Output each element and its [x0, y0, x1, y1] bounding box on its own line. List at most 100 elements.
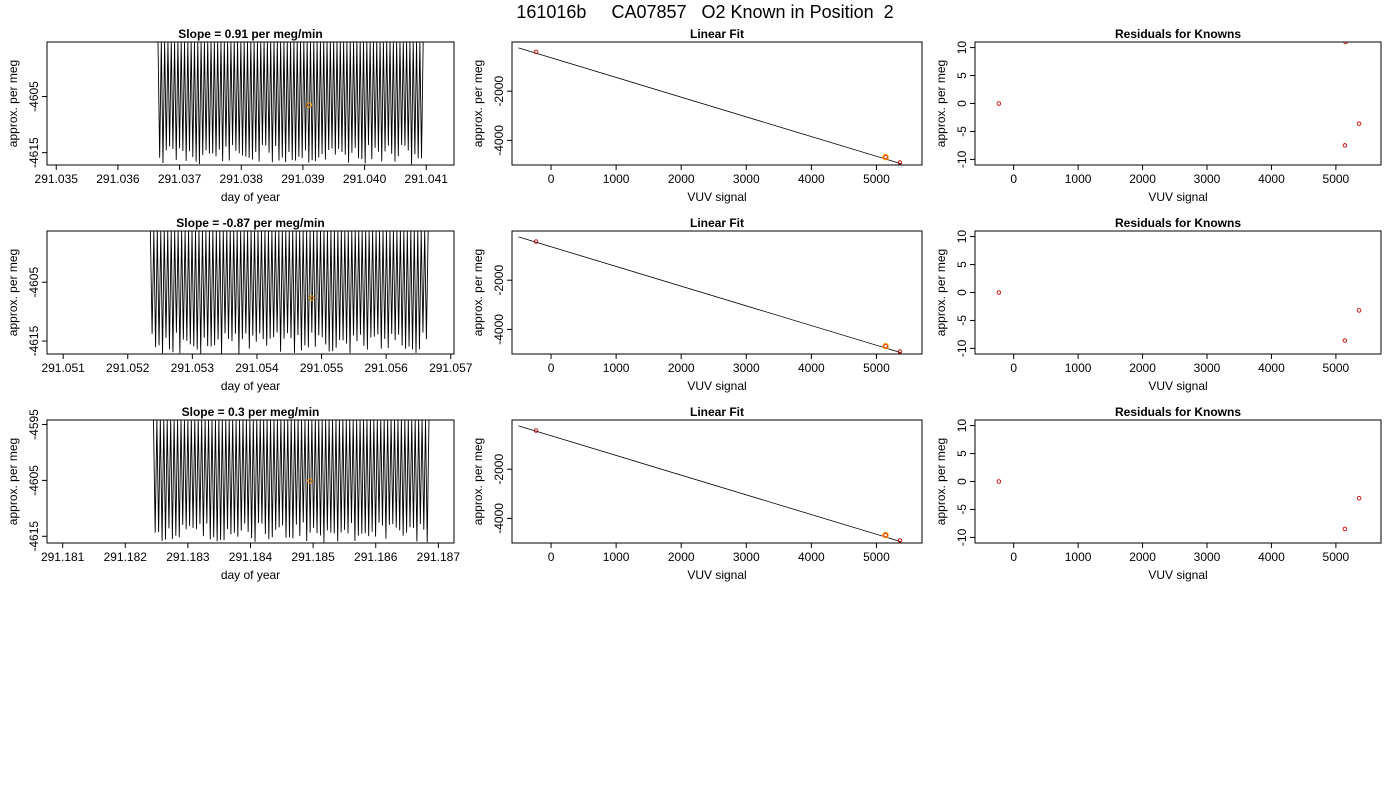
x-tick-label: 4000 [1258, 172, 1285, 186]
x-axis-label: VUV signal [1148, 190, 1207, 204]
x-tick-label: 3000 [1194, 361, 1221, 375]
chart-title: Linear Fit [690, 405, 744, 419]
data-point [1356, 121, 1362, 126]
x-tick-label: 291.187 [417, 550, 461, 564]
x-tick-label: 1000 [1065, 361, 1092, 375]
x-tick-label: 0 [1010, 550, 1017, 564]
y-tick-label: 10 [955, 230, 969, 244]
x-tick-label: 291.184 [229, 550, 273, 564]
x-tick-label: 2000 [668, 361, 695, 375]
x-axis-label: day of year [221, 379, 280, 393]
data-point [1356, 308, 1362, 313]
plot-area [149, 231, 429, 354]
plot-frame [974, 419, 1382, 544]
chart-title: Slope = -0.87 per meg/min [176, 216, 324, 230]
y-tick-label: -4605 [27, 465, 41, 496]
signal-trace [149, 231, 429, 354]
y-tick-label: -4615 [27, 325, 41, 356]
data-point [996, 290, 1002, 295]
plot-frame [511, 230, 923, 355]
x-tick-label: 0 [1010, 172, 1017, 186]
chart-title: Residuals for Knowns [1115, 27, 1241, 41]
x-axis-label: VUV signal [1148, 379, 1207, 393]
x-tick-label: 291.039 [281, 172, 325, 186]
x-tick-label: 4000 [1258, 361, 1285, 375]
plot-frame [46, 41, 455, 166]
chart-panel-5: 0 1000 2000 3000 4000 5000 -2000 -4000 Linear Fi… [471, 216, 923, 393]
chart-title: Slope = 0.91 per meg/min [178, 27, 322, 41]
y-axis-label: approx. per meg [471, 60, 485, 147]
chart-panel-9: 0 1000 2000 3000 4000 5000 10 5 0 -5 -10 Residuals … [934, 405, 1382, 582]
x-axis-label: day of year [221, 190, 280, 204]
x-tick-label: 3000 [733, 361, 760, 375]
plot-frame [511, 41, 923, 166]
chart-title: Residuals for Knowns [1115, 216, 1241, 230]
y-tick-label: 0 [955, 100, 969, 107]
x-tick-label: 3000 [733, 550, 760, 564]
chart-title: Linear Fit [690, 216, 744, 230]
plot-frame [974, 230, 1382, 355]
y-axis-label: approx. per meg [6, 60, 20, 147]
data-point [1356, 496, 1362, 501]
y-tick-label: -2000 [492, 76, 506, 107]
x-tick-label: 5000 [863, 172, 890, 186]
highlight-point [307, 478, 313, 484]
x-tick-label: 2000 [1129, 172, 1156, 186]
y-tick-label: 10 [955, 419, 969, 433]
x-tick-label: 1000 [603, 361, 630, 375]
x-tick-label: 291.035 [35, 172, 79, 186]
chart-panel-1: 291.035 291.036 291.037 291.038 291.039 291.0… [6, 27, 455, 204]
y-tick-label: -10 [955, 528, 969, 546]
x-tick-label: 1000 [1065, 550, 1092, 564]
y-tick-label: -5 [955, 504, 969, 515]
y-axis-label: approx. per meg [471, 249, 485, 336]
plot-area [518, 236, 903, 354]
x-tick-label: 1000 [603, 172, 630, 186]
x-tick-label: 291.183 [166, 550, 210, 564]
data-point [996, 479, 1002, 484]
highlight-point [882, 153, 889, 161]
y-tick-label: -2000 [492, 265, 506, 296]
y-tick-label: 5 [955, 261, 969, 268]
fit-line [518, 425, 902, 543]
y-tick-label: -10 [955, 150, 969, 168]
highlight-point [882, 531, 889, 539]
data-point [883, 343, 888, 349]
x-tick-label: 4000 [798, 550, 825, 564]
highlight-point [882, 342, 889, 350]
y-axis-label: approx. per meg [471, 438, 485, 525]
x-tick-label: 0 [548, 172, 555, 186]
data-point [533, 428, 539, 433]
x-tick-label: 5000 [863, 550, 890, 564]
chart-panel-6: 0 1000 2000 3000 4000 5000 10 5 0 -5 -10 Residuals … [934, 216, 1382, 393]
x-tick-label: 291.036 [96, 172, 140, 186]
y-tick-label: -4000 [492, 125, 506, 156]
x-tick-label: 3000 [733, 172, 760, 186]
data-point [533, 239, 539, 244]
y-tick-label: 0 [955, 478, 969, 485]
y-tick-label: -4595 [27, 409, 41, 440]
y-tick-label: -4605 [27, 267, 41, 298]
data-point [1342, 526, 1348, 532]
y-tick-label: 5 [955, 450, 969, 457]
chart-title: Slope = 0.3 per meg/min [182, 405, 320, 419]
y-tick-label: -5 [955, 315, 969, 326]
x-tick-label: 291.038 [220, 172, 264, 186]
y-tick-label: -4000 [492, 503, 506, 534]
y-axis-label: approx. per meg [934, 438, 948, 525]
plot-area [157, 42, 424, 165]
plot-area [153, 420, 430, 543]
x-tick-label: 291.185 [291, 550, 335, 564]
x-tick-label: 291.041 [405, 172, 449, 186]
y-tick-label: 10 [955, 41, 969, 55]
x-tick-label: 291.052 [106, 361, 150, 375]
x-tick-label: 5000 [1323, 361, 1350, 375]
x-tick-label: 5000 [863, 361, 890, 375]
x-tick-label: 4000 [798, 172, 825, 186]
x-tick-label: 3000 [1194, 172, 1221, 186]
chart-panel-7: 291.181 291.182 291.183 291.184 291.185 291.1… [6, 405, 460, 582]
x-tick-label: 5000 [1323, 550, 1350, 564]
x-axis-label: VUV signal [687, 379, 746, 393]
chart-panel-4: 291.051 291.052 291.053 291.054 291.055 291.0… [6, 216, 473, 393]
